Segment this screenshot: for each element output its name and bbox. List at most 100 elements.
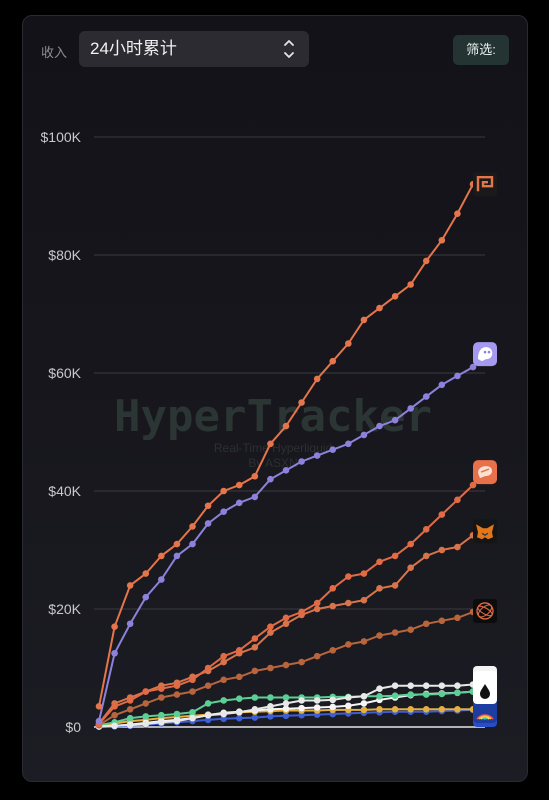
data-point[interactable] [407, 281, 414, 288]
data-point[interactable] [360, 693, 368, 700]
data-point[interactable] [189, 523, 196, 530]
data-point[interactable] [422, 257, 430, 265]
data-point[interactable] [407, 564, 414, 571]
data-point[interactable] [235, 714, 243, 722]
data-point[interactable] [204, 520, 212, 527]
data-point[interactable] [189, 540, 196, 548]
data-point[interactable] [111, 711, 118, 719]
data-point[interactable] [345, 573, 352, 580]
data-point[interactable] [235, 647, 243, 654]
data-point[interactable] [376, 685, 383, 692]
data-point[interactable] [235, 708, 243, 716]
data-point[interactable] [282, 467, 290, 474]
data-point[interactable] [251, 644, 259, 651]
data-point[interactable] [360, 700, 368, 707]
data-point[interactable] [267, 703, 274, 710]
data-point[interactable] [422, 691, 430, 698]
data-point[interactable] [391, 582, 399, 589]
data-point[interactable] [345, 440, 352, 448]
data-point[interactable] [438, 706, 446, 713]
data-point[interactable] [220, 658, 227, 666]
data-point[interactable] [111, 722, 118, 730]
data-point[interactable] [126, 697, 134, 704]
data-point[interactable] [454, 689, 461, 697]
data-point[interactable] [438, 690, 446, 698]
data-point[interactable] [126, 714, 134, 722]
data-point[interactable] [422, 706, 430, 713]
data-point[interactable] [298, 608, 305, 616]
data-point[interactable] [438, 617, 446, 625]
data-point[interactable] [329, 647, 337, 654]
data-point[interactable] [454, 496, 461, 504]
data-point[interactable] [313, 452, 321, 459]
data-point[interactable] [407, 626, 414, 633]
data-point[interactable] [142, 570, 150, 577]
data-point[interactable] [267, 475, 274, 483]
data-point[interactable] [391, 706, 399, 713]
data-point[interactable] [126, 620, 134, 628]
data-point[interactable] [407, 405, 414, 412]
data-point[interactable] [111, 649, 118, 657]
data-point[interactable] [313, 652, 321, 660]
data-point[interactable] [329, 696, 337, 704]
data-point[interactable] [267, 694, 274, 701]
maze-logo-icon[interactable] [473, 172, 497, 197]
data-point[interactable] [391, 682, 399, 689]
data-point[interactable] [173, 552, 181, 560]
data-point[interactable] [422, 526, 430, 533]
data-point[interactable] [158, 576, 165, 583]
data-point[interactable] [173, 691, 181, 698]
data-point[interactable] [173, 540, 181, 548]
data-point[interactable] [204, 716, 212, 724]
data-point[interactable] [407, 706, 414, 713]
data-point[interactable] [391, 552, 399, 560]
data-point[interactable] [345, 340, 352, 347]
data-point[interactable] [360, 638, 368, 645]
data-point[interactable] [360, 706, 368, 714]
data-point[interactable] [189, 714, 196, 722]
data-point[interactable] [267, 623, 274, 630]
data-point[interactable] [235, 673, 243, 681]
data-point[interactable] [329, 357, 337, 365]
data-point[interactable] [298, 399, 305, 406]
data-point[interactable] [329, 585, 337, 592]
data-point[interactable] [282, 712, 290, 720]
data-point[interactable] [282, 422, 290, 430]
data-point[interactable] [360, 431, 368, 439]
data-point[interactable] [126, 721, 134, 729]
data-point[interactable] [313, 605, 321, 613]
data-point[interactable] [111, 623, 118, 630]
data-point[interactable] [438, 236, 446, 244]
data-point[interactable] [267, 629, 274, 636]
data-point[interactable] [469, 481, 477, 489]
data-point[interactable] [360, 596, 368, 604]
data-point[interactable] [235, 695, 243, 702]
data-point[interactable] [251, 472, 259, 480]
data-point[interactable] [235, 481, 243, 489]
data-point[interactable] [407, 691, 414, 698]
data-point[interactable] [422, 682, 430, 689]
data-point[interactable] [329, 446, 337, 454]
ghost-logo-icon[interactable] [473, 342, 497, 367]
data-point[interactable] [220, 487, 227, 495]
data-point[interactable] [345, 694, 352, 701]
data-point[interactable] [235, 499, 243, 507]
data-point[interactable] [469, 363, 477, 371]
data-point[interactable] [158, 718, 165, 726]
data-point[interactable] [142, 688, 150, 695]
data-point[interactable] [204, 502, 212, 510]
data-point[interactable] [329, 703, 337, 711]
data-point[interactable] [95, 717, 103, 725]
data-point[interactable] [376, 304, 383, 312]
data-point[interactable] [391, 692, 399, 700]
data-point[interactable] [267, 664, 274, 672]
data-point[interactable] [220, 508, 227, 515]
data-point[interactable] [204, 682, 212, 689]
data-point[interactable] [313, 599, 321, 607]
data-point[interactable] [313, 697, 321, 704]
data-point[interactable] [142, 593, 150, 601]
data-point[interactable] [376, 585, 383, 592]
data-point[interactable] [422, 620, 430, 628]
data-point[interactable] [345, 702, 352, 710]
data-point[interactable] [142, 700, 150, 707]
